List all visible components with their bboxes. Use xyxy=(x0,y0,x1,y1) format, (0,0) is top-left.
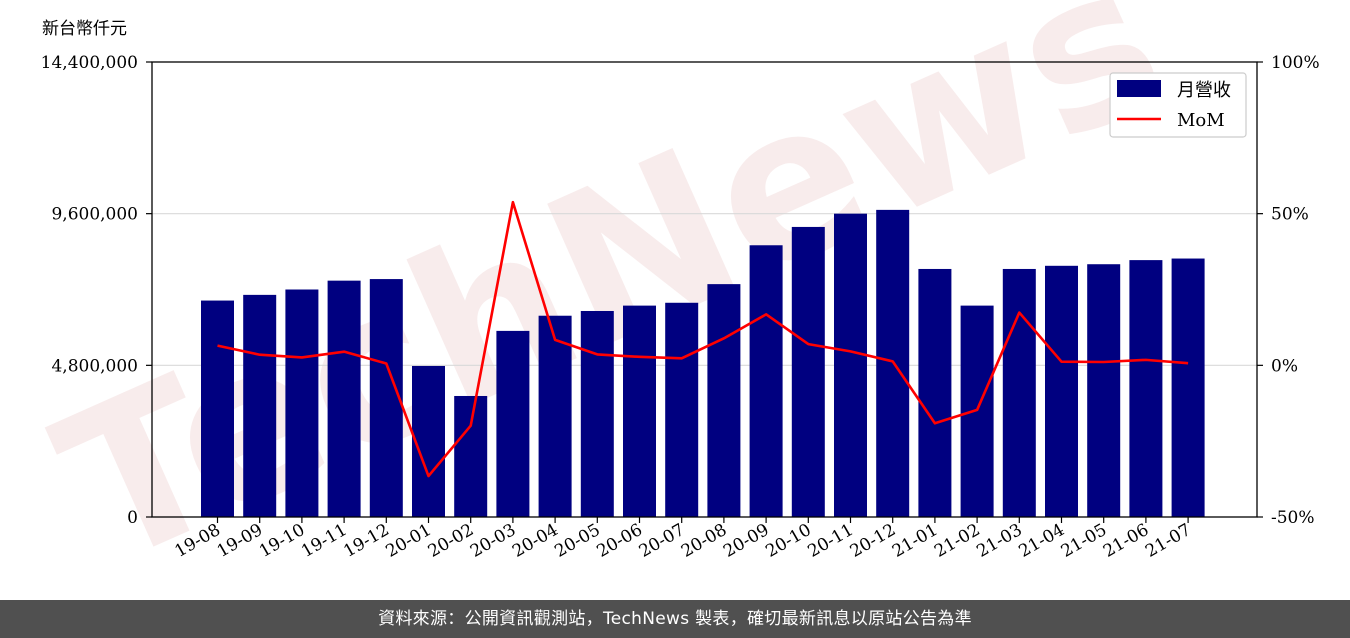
mom-line xyxy=(217,200,1189,478)
x-tick-label-21-05: 21-05 xyxy=(1058,520,1110,562)
left-tick-label: 0 xyxy=(127,508,138,528)
x-tick-label-21-01: 21-01 xyxy=(889,520,941,562)
bar-20-11 xyxy=(834,213,867,517)
bar-20-09 xyxy=(749,245,783,517)
bar-20-08 xyxy=(707,284,741,517)
plot-frame xyxy=(151,61,1258,518)
bar-19-12 xyxy=(369,279,403,517)
bar-21-06 xyxy=(1129,260,1163,517)
bar-20-03 xyxy=(496,330,530,517)
x-tick-label-20-06: 20-06 xyxy=(594,520,646,562)
bar-21-04 xyxy=(1045,265,1078,517)
bar-19-10 xyxy=(285,289,319,517)
bar-21-07 xyxy=(1171,258,1205,517)
x-tick-label-21-04: 21-04 xyxy=(1016,520,1068,562)
bar-20-06 xyxy=(623,305,656,517)
x-tick-label-21-06: 21-06 xyxy=(1100,520,1152,562)
bar-20-05 xyxy=(580,310,614,517)
legend: 月營收 MoM xyxy=(1109,72,1247,138)
bar-19-11 xyxy=(327,280,361,517)
bar-20-07 xyxy=(665,302,699,517)
bar-21-02 xyxy=(960,305,994,517)
legend-swatch-bar xyxy=(1117,80,1161,97)
y-axis-unit-label: 新台幣仟元 xyxy=(42,19,127,39)
x-tick-label-20-05: 20-05 xyxy=(551,520,603,562)
legend-label-mom: MoM xyxy=(1177,110,1225,131)
x-tick-label-20-07: 20-07 xyxy=(636,520,688,562)
x-tick-label-20-01: 20-01 xyxy=(383,520,435,562)
x-tick-label-20-02: 20-02 xyxy=(425,520,477,562)
x-tick-label-20-10: 20-10 xyxy=(762,520,814,562)
right-tick-label: 50% xyxy=(1271,205,1309,225)
right-tick-label: 100% xyxy=(1271,53,1320,73)
left-tick-label: 9,600,000 xyxy=(51,205,138,225)
x-tick-label-20-12: 20-12 xyxy=(847,520,899,562)
bar-21-03 xyxy=(1002,268,1036,517)
revenue-bars xyxy=(201,209,1205,517)
bar-19-08 xyxy=(201,300,234,517)
x-tick-label-20-09: 20-09 xyxy=(720,520,772,562)
bar-20-10 xyxy=(791,226,825,517)
bar-21-01 xyxy=(918,268,952,517)
bar-20-02 xyxy=(454,395,488,517)
x-tick-label-19-12: 19-12 xyxy=(340,520,392,562)
x-tick-label-20-08: 20-08 xyxy=(678,520,730,562)
bar-21-05 xyxy=(1087,264,1121,517)
right-tick-label: -50% xyxy=(1271,508,1315,528)
bar-20-01 xyxy=(412,365,445,517)
x-tick-label-21-03: 21-03 xyxy=(973,520,1025,562)
source-footer: 資料來源：公開資訊觀測站，TechNews 製表，確切最新訊息以原站公告為準 xyxy=(0,600,1350,638)
x-tick-label-21-07: 21-07 xyxy=(1142,520,1194,562)
x-tick-label-20-04: 20-04 xyxy=(509,520,561,562)
x-tick-label-20-03: 20-03 xyxy=(467,520,519,562)
left-tick-label: 14,400,000 xyxy=(41,53,138,73)
mom-series-line xyxy=(217,200,1189,478)
bar-20-04 xyxy=(538,315,572,517)
revenue-chart: TechNews 04,800,0009,600,00014,400,000-5… xyxy=(27,0,1320,600)
x-tick-label-21-02: 21-02 xyxy=(931,520,983,562)
bar-19-09 xyxy=(243,294,277,517)
legend-label-revenue: 月營收 xyxy=(1177,80,1231,101)
left-tick-label: 4,800,000 xyxy=(51,356,138,376)
x-tick-label-20-11: 20-11 xyxy=(805,520,857,562)
right-tick-label: 0% xyxy=(1271,356,1298,376)
